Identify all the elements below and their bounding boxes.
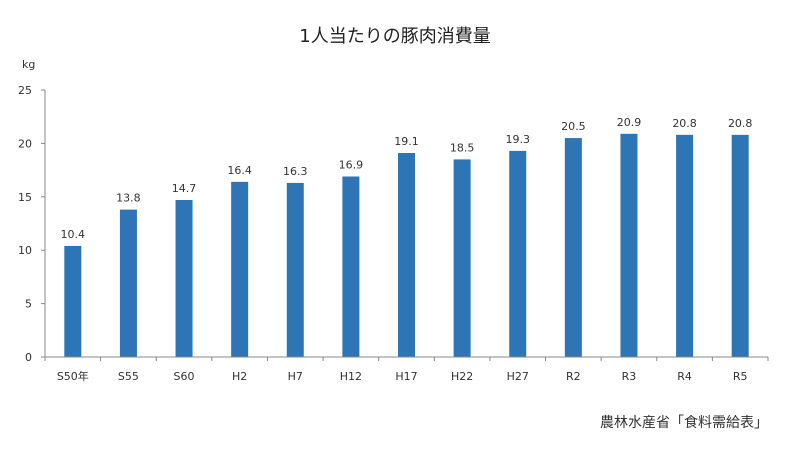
bar-series: 10.4 13.8 14.7 16.4 16.3 16.9 19.1 18.5 19.3 20.5… xyxy=(61,116,753,357)
y-tick-label: 20 xyxy=(18,137,32,150)
y-tick-label: 15 xyxy=(18,191,32,204)
x-tick-label: S55 xyxy=(118,370,139,383)
bar xyxy=(286,182,304,357)
bar xyxy=(453,159,471,357)
x-tick-label: H2 xyxy=(232,370,247,383)
x-tick-label: S60 xyxy=(174,370,195,383)
data-label: 13.8 xyxy=(116,192,141,205)
data-label: 16.3 xyxy=(283,165,308,178)
data-label: 20.5 xyxy=(561,120,586,133)
bar xyxy=(342,176,360,357)
source-note: 農林水産省「食料需給表」 xyxy=(600,415,768,431)
x-tick-label: H22 xyxy=(451,370,473,383)
bar xyxy=(231,181,249,357)
y-axis: 0 5 10 15 20 25 xyxy=(18,84,46,364)
y-tick-label: 5 xyxy=(25,298,32,311)
data-label: 20.8 xyxy=(672,117,697,130)
y-tick-label: 10 xyxy=(18,244,32,257)
data-label: 20.8 xyxy=(728,117,753,130)
bar xyxy=(119,209,137,357)
y-tick-label: 25 xyxy=(18,84,32,97)
bar xyxy=(175,200,193,357)
data-label: 14.7 xyxy=(172,182,197,195)
data-label: 19.3 xyxy=(505,133,530,146)
bar xyxy=(64,245,82,357)
x-axis: S50年 S55 S60 H2 H7 H12 H17 H22 H27 R2 R3 R4 R5 xyxy=(44,356,769,383)
y-tick-label: 0 xyxy=(25,351,32,364)
bar xyxy=(564,138,582,357)
bar xyxy=(620,133,638,357)
x-tick-label: H27 xyxy=(507,370,529,383)
x-tick-label: H12 xyxy=(340,370,362,383)
data-label: 16.9 xyxy=(339,159,364,172)
x-tick-label: S50年 xyxy=(57,369,89,383)
x-tick-label: R3 xyxy=(622,370,637,383)
data-label: 19.1 xyxy=(394,135,419,148)
data-label: 20.9 xyxy=(617,116,642,129)
bar xyxy=(509,150,527,357)
x-tick-label: R2 xyxy=(566,370,581,383)
bar xyxy=(676,134,694,357)
data-label: 10.4 xyxy=(61,228,86,241)
x-tick-label: R5 xyxy=(733,370,748,383)
chart-title: 1人当たりの豚肉消費量 xyxy=(299,26,491,47)
bar xyxy=(398,153,415,357)
x-tick-label: H17 xyxy=(395,370,417,383)
y-axis-unit: kg xyxy=(22,58,35,71)
data-label: 18.5 xyxy=(450,141,475,154)
data-label: 16.4 xyxy=(227,164,252,177)
x-tick-label: H7 xyxy=(288,370,303,383)
bar xyxy=(731,134,749,357)
x-tick-label: R4 xyxy=(677,370,692,383)
